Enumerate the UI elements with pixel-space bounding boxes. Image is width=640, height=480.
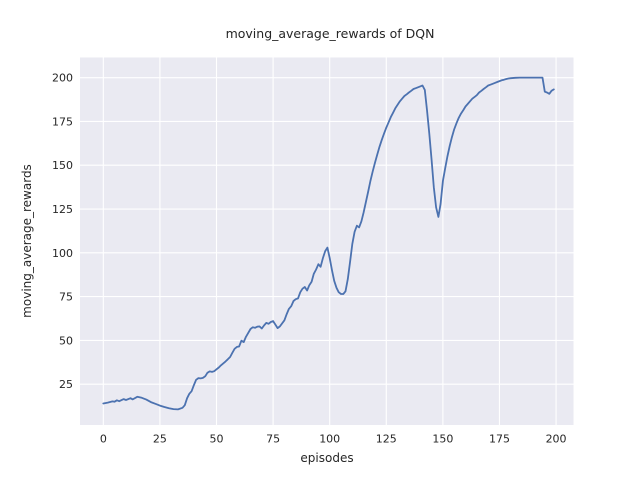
- gridlines: [80, 57, 574, 425]
- x-tick-label: 175: [489, 433, 510, 446]
- x-tick-label: 200: [546, 433, 567, 446]
- y-tick-label: 125: [52, 203, 73, 216]
- y-tick-label: 50: [59, 334, 73, 347]
- x-tick-label: 50: [210, 433, 224, 446]
- x-tick-label: 125: [376, 433, 397, 446]
- chart-title: moving_average_rewards of DQN: [226, 26, 435, 41]
- x-tick-label: 150: [432, 433, 453, 446]
- x-axis-label: episodes: [300, 451, 353, 465]
- plot-area: [80, 57, 574, 425]
- x-tick-label: 0: [100, 433, 107, 446]
- y-tick-label: 150: [52, 159, 73, 172]
- x-tick-label: 75: [266, 433, 280, 446]
- y-tick-labels: 25 50 75 100 125 150 175 200: [52, 72, 73, 392]
- y-tick-label: 175: [52, 115, 73, 128]
- y-tick-label: 25: [59, 378, 73, 391]
- x-tick-label: 25: [153, 433, 167, 446]
- y-tick-label: 200: [52, 72, 73, 85]
- dqn-series-line: [102, 76, 555, 411]
- y-tick-label: 75: [59, 291, 73, 304]
- x-tick-label: 100: [319, 433, 340, 446]
- y-tick-label: 100: [52, 247, 73, 260]
- x-tick-labels: 0 25 50 75 100 125 150 175 200: [100, 433, 567, 446]
- y-axis-label: moving_average_rewards: [20, 164, 34, 318]
